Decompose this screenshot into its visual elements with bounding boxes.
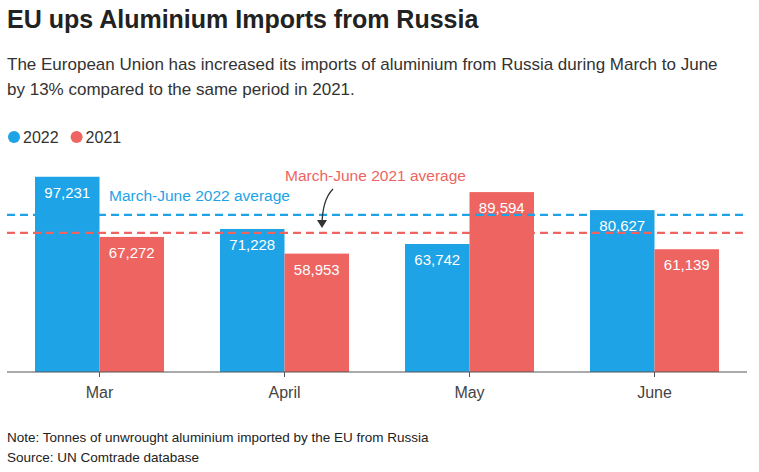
bar [220,229,285,372]
bar [655,249,720,372]
data-label: 97,231 [44,184,90,201]
bar [470,192,535,372]
legend-swatch [8,131,20,143]
data-label: 58,953 [294,261,340,278]
annotations: March-June 2022 average March-June 2021 a… [109,167,466,228]
title: EU ups Aluminium Imports from Russia [7,5,479,33]
legend-label: 2021 [86,129,122,146]
bar [285,254,350,372]
data-label: 67,272 [109,244,155,261]
subtitle: The European Union has increased its imp… [7,55,718,99]
note: Note: Tonnes of unwrought aluminium impo… [7,430,429,445]
average-line [7,214,747,216]
legend-label: 2022 [23,129,59,146]
x-axis-line [7,372,747,373]
x-tick [469,372,470,377]
data-label: 63,742 [414,251,460,268]
x-tick-label: Mar [86,384,114,401]
subtitle-line: The European Union has increased its imp… [7,55,718,74]
source: Source: UN Comtrade database [7,450,199,465]
data-label: 80,627 [599,217,645,234]
x-tick-label: June [637,384,672,401]
annotation: March-June 2021 average [285,167,466,184]
chart: EU ups Aluminium Imports from Russia The … [0,0,759,472]
x-tick-label: May [454,384,484,401]
x-tick [284,372,285,377]
annotation: March-June 2022 average [109,187,290,204]
bar [405,244,470,372]
annotation-arrowhead [317,220,327,228]
x-tick-label: April [268,384,300,401]
data-labels: 97,231 71,228 63,742 80,627 67,272 58,953 89,5… [44,184,709,278]
data-label: 61,139 [664,256,710,273]
x-tick [654,372,655,377]
data-label: 71,228 [229,236,275,253]
bar [100,237,165,372]
reference-lines [7,215,747,233]
bars [35,177,719,372]
legend-swatch [71,131,83,143]
bar [35,177,100,372]
x-tick [99,372,100,377]
bar [590,210,655,372]
data-label: 89,594 [479,199,525,216]
subtitle-line: by 13% compared to the same period in 20… [7,80,355,99]
average-line [7,232,747,234]
